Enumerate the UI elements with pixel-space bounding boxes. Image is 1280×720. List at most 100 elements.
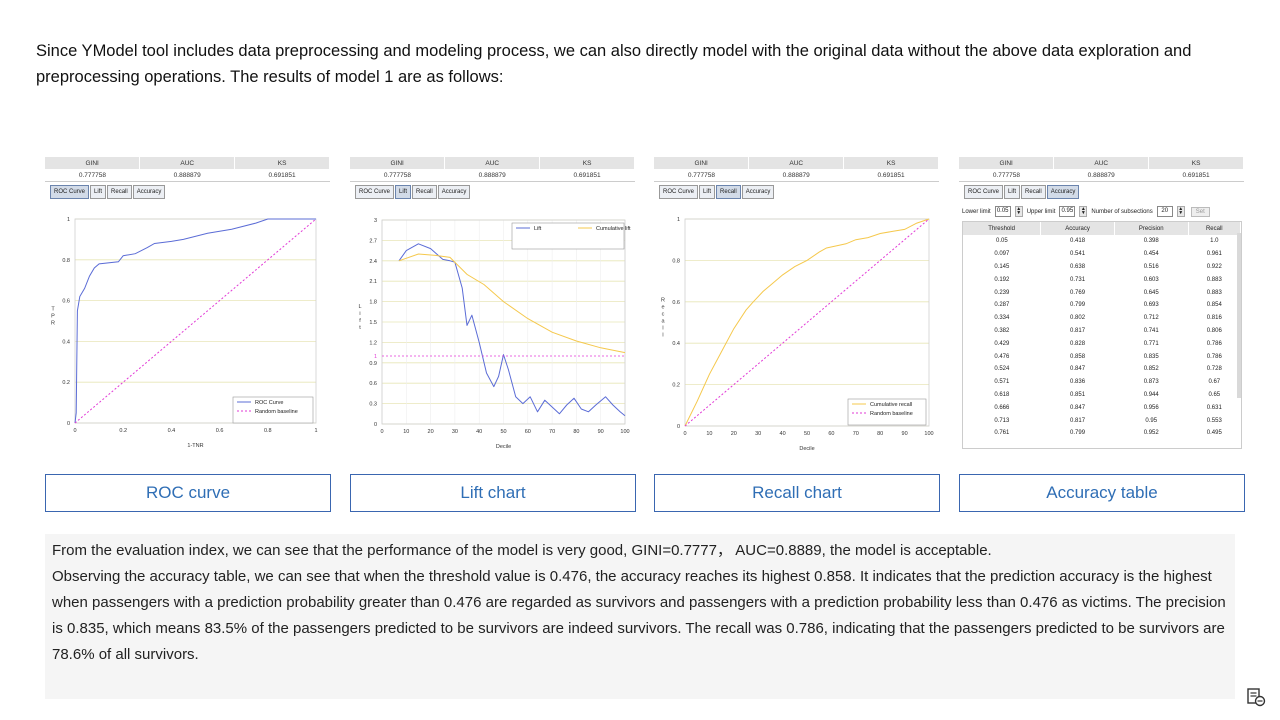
y-tick-label: 0.4	[672, 341, 680, 347]
table-row[interactable]: 0.05 0.418 0.398 1.0	[963, 235, 1241, 248]
caption-roc[interactable]: ROC curve	[45, 474, 331, 512]
tab-recall[interactable]: Recall	[107, 185, 132, 199]
table-cell: 0.836	[1070, 379, 1086, 386]
x-tick-label: 90	[902, 431, 908, 437]
tab-roc-curve[interactable]: ROC Curve	[964, 185, 1004, 199]
x-tick-label: 60	[828, 431, 834, 437]
table-row[interactable]: 0.524 0.847 0.852 0.728	[963, 363, 1241, 376]
table-header-cell[interactable]: Accuracy	[1040, 222, 1115, 235]
series-line-0	[74, 218, 316, 424]
y-tick-label: 0	[677, 424, 680, 430]
y-tick-label: 0	[67, 421, 70, 427]
metric-value-auc: 0.888879	[748, 169, 844, 182]
table-row[interactable]: 0.571 0.836 0.873 0.67	[963, 376, 1241, 389]
upper-limit-spinner-icon[interactable]: ▲ ▼	[1079, 206, 1088, 217]
table-row[interactable]: 0.666 0.847 0.956 0.631	[963, 401, 1241, 414]
series-line-1	[684, 218, 930, 427]
x-tick-label: 10	[706, 431, 712, 437]
table-cell: 0.541	[1070, 251, 1086, 258]
caption-recall[interactable]: Recall chart	[654, 474, 940, 512]
subsections-input[interactable]: 20	[1156, 206, 1173, 217]
caption-accuracy[interactable]: Accuracy table	[959, 474, 1245, 512]
table-cell: 0.618	[994, 391, 1010, 398]
lower-limit-input[interactable]: 0.05	[994, 206, 1011, 217]
metric-value-gini: 0.777758	[959, 169, 1054, 182]
y-tick-label: 0.9	[369, 361, 377, 367]
tab-lift[interactable]: Lift	[90, 185, 107, 199]
plot-area	[381, 219, 626, 425]
x-tick-label: 90	[598, 429, 604, 435]
tab-recall[interactable]: Recall	[412, 185, 437, 199]
table-cell: 0.728	[1206, 366, 1222, 373]
table-row[interactable]: 0.287 0.799 0.693 0.854	[963, 299, 1241, 312]
table-row[interactable]: 0.239 0.769 0.645 0.883	[963, 286, 1241, 299]
table-cell: 0.883	[1206, 276, 1222, 283]
table-row[interactable]: 0.429 0.828 0.771 0.786	[963, 337, 1241, 350]
upper-limit-input[interactable]: 0.95	[1059, 206, 1076, 217]
table-row[interactable]: 0.618 0.851 0.944 0.65	[963, 389, 1241, 402]
table-row[interactable]: 0.097 0.541 0.454 0.961	[963, 248, 1241, 261]
x-tick-label: 0.4	[168, 428, 176, 434]
y-tick-label: 0.8	[672, 258, 680, 264]
table-scrollbar[interactable]	[1237, 233, 1241, 398]
tab-accuracy[interactable]: Accuracy	[437, 185, 471, 199]
tab-roc-curve[interactable]: ROC Curve	[50, 185, 90, 199]
series-line-0	[684, 218, 930, 427]
table-cell: 0.097	[994, 251, 1010, 258]
tab-recall[interactable]: Recall	[1021, 185, 1046, 199]
tab-roc-curve[interactable]: ROC Curve	[659, 185, 699, 199]
table-cell: 0.666	[994, 404, 1010, 411]
metric-value-ks: 0.691851	[843, 169, 939, 182]
table-header-cell[interactable]: Threshold	[963, 222, 1042, 235]
x-tick-label: 40	[476, 429, 482, 435]
notes-icon[interactable]	[1246, 687, 1266, 707]
table-cell: 0.05	[996, 238, 1008, 245]
y-tick-label: 2.7	[369, 238, 377, 244]
y-tick-label: 2.4	[369, 259, 377, 265]
caption-lift[interactable]: Lift chart	[350, 474, 636, 512]
table-cell: 0.802	[1070, 315, 1086, 322]
table-row[interactable]: 0.334 0.802 0.712 0.816	[963, 312, 1241, 325]
table-cell: 1.0	[1210, 238, 1219, 245]
table-row[interactable]: 0.713 0.817 0.95 0.553	[963, 414, 1241, 427]
tab-lift[interactable]: Lift	[1004, 185, 1021, 199]
x-tick-label: 0	[380, 429, 383, 435]
table-row[interactable]: 0.145 0.638 0.516 0.922	[963, 261, 1241, 274]
metric-value-ks: 0.691851	[234, 169, 330, 182]
roc-panel: GINI AUC KS 0.777758 0.888879 0.691851 ROC C…	[45, 157, 330, 449]
metrics-table: GINI AUC KS 0.777758 0.888879 0.691851	[350, 157, 635, 182]
tab-lift[interactable]: Lift	[395, 185, 412, 199]
table-header-cell[interactable]: Precision	[1114, 222, 1189, 235]
tab-lift[interactable]: Lift	[699, 185, 716, 199]
metric-header-gini: GINI	[45, 157, 141, 169]
summary-paragraph-2: Observing the accuracy table, we can see…	[52, 568, 1226, 663]
y-tick-label: 3	[374, 218, 377, 224]
table-cell: 0.786	[1206, 353, 1222, 360]
tab-roc-curve[interactable]: ROC Curve	[355, 185, 395, 199]
table-cell: 0.731	[1070, 276, 1086, 283]
lower-limit-spinner-icon[interactable]: ▲ ▼	[1014, 206, 1023, 217]
tab-accuracy[interactable]: Accuracy	[1046, 185, 1080, 199]
table-header-cell[interactable]: Recall	[1188, 222, 1241, 235]
tab-accuracy[interactable]: Accuracy	[132, 185, 166, 199]
metric-value-ks: 0.691851	[1148, 169, 1244, 182]
table-row[interactable]: 0.476 0.858 0.835 0.786	[963, 350, 1241, 363]
subsections-spinner-icon[interactable]: ▲ ▼	[1176, 206, 1185, 217]
table-row[interactable]: 0.761 0.799 0.952 0.495	[963, 427, 1241, 440]
x-tick-label: 100	[924, 431, 933, 437]
table-cell: 0.786	[1206, 340, 1222, 347]
legend-label: ROC Curve	[255, 400, 283, 406]
table-row[interactable]: 0.192 0.731 0.603 0.883	[963, 273, 1241, 286]
table-row[interactable]: 0.382 0.817 0.741 0.806	[963, 325, 1241, 338]
table-cell: 0.603	[1143, 276, 1159, 283]
table-cell: 0.65	[1208, 391, 1221, 398]
accuracy-panel: GINI AUC KS 0.777758 0.888879 0.691851 ROC C…	[959, 157, 1244, 449]
x-axis-label: Decile	[496, 444, 511, 450]
tab-recall[interactable]: Recall	[716, 185, 741, 199]
tab-accuracy[interactable]: Accuracy	[741, 185, 775, 199]
table-cell: 0.835	[1143, 353, 1159, 360]
set-button[interactable]: Set	[1190, 206, 1210, 217]
table-cell: 0.516	[1143, 263, 1159, 270]
legend-label: Random baseline	[255, 409, 298, 415]
metric-header-gini: GINI	[654, 157, 750, 169]
